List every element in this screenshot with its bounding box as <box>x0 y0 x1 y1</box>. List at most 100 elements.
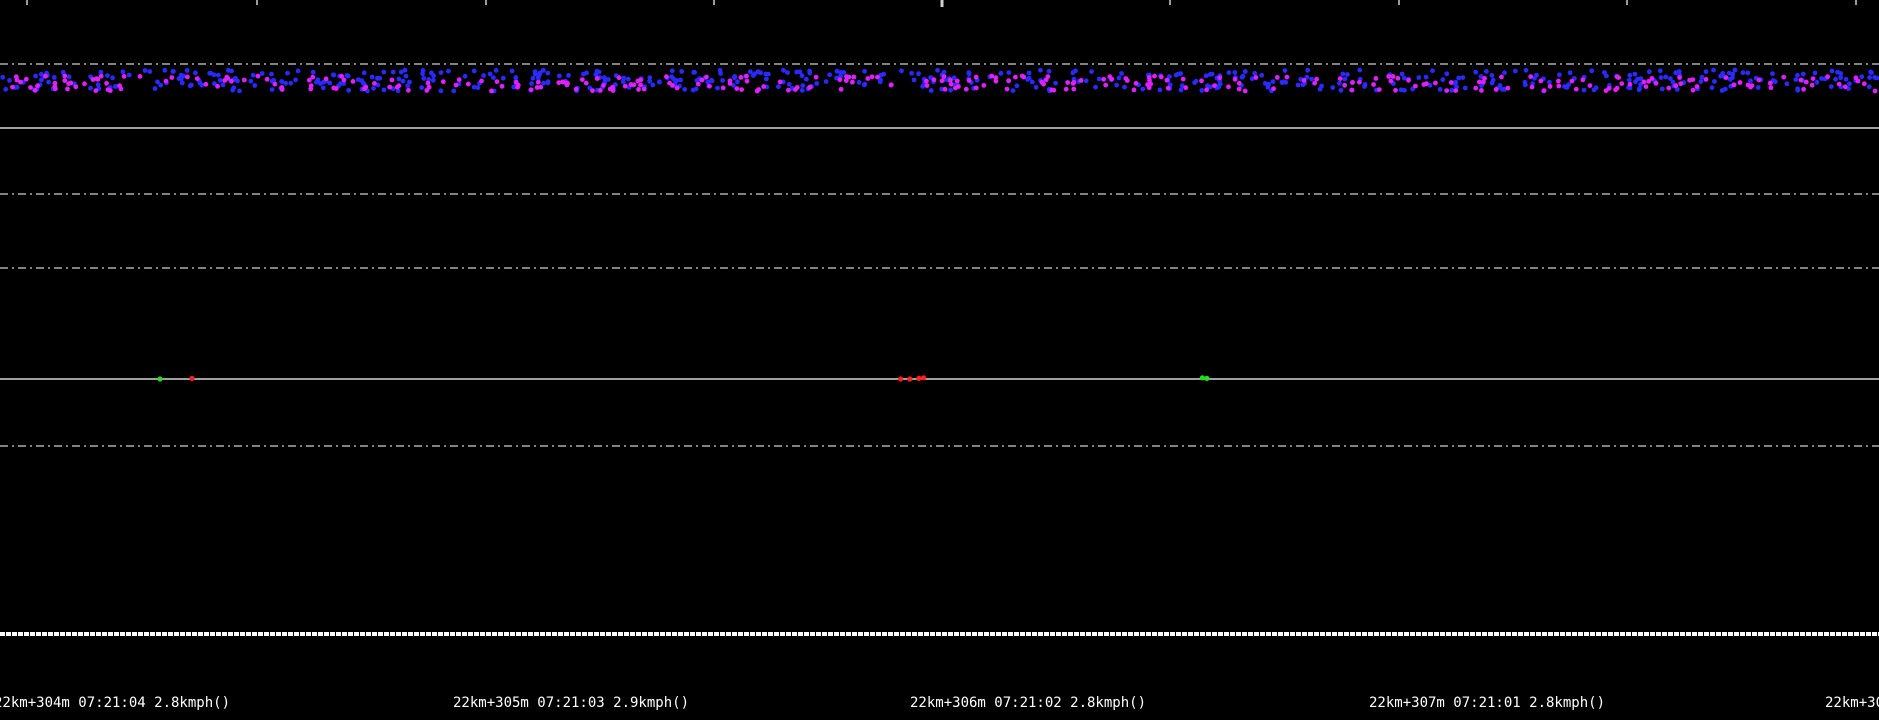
green-point <box>1204 375 1210 381</box>
blue-point <box>966 71 972 77</box>
blue-point <box>1638 76 1644 81</box>
blue-point <box>360 80 366 86</box>
blue-point <box>1089 69 1094 74</box>
magenta-point <box>224 74 230 80</box>
blue-point <box>1053 80 1058 86</box>
blue-point <box>361 70 367 76</box>
magenta-point <box>499 83 505 89</box>
blue-point <box>1193 78 1199 84</box>
magenta-point <box>622 83 628 89</box>
blue-point <box>705 79 711 85</box>
blue-point <box>605 77 611 82</box>
blue-point <box>545 79 551 85</box>
blue-point <box>500 75 506 81</box>
magenta-point <box>479 78 484 84</box>
magenta-point <box>1371 82 1376 87</box>
blue-point <box>419 85 425 90</box>
magenta-point <box>1337 76 1343 81</box>
magenta-point <box>82 81 87 87</box>
blue-point <box>1566 82 1571 88</box>
blue-point <box>1489 80 1495 86</box>
blue-point <box>33 73 38 79</box>
magenta-point <box>107 88 113 93</box>
blue-point <box>1489 73 1495 78</box>
blue-point <box>1593 85 1599 91</box>
magenta-point <box>1421 82 1427 87</box>
magenta-point <box>734 86 740 91</box>
blue-point <box>625 76 631 82</box>
blue-point <box>1726 70 1732 76</box>
magenta-point <box>744 73 749 79</box>
magenta-point <box>121 74 127 79</box>
blue-point <box>1427 82 1433 88</box>
blue-point <box>694 78 700 83</box>
magenta-point <box>306 77 312 83</box>
blue-point <box>271 77 277 83</box>
blue-point <box>259 71 265 76</box>
blue-point <box>1437 87 1443 92</box>
magenta-point <box>339 73 344 79</box>
magenta-point <box>981 83 987 88</box>
magenta-point <box>948 81 954 87</box>
magenta-point <box>1124 78 1130 83</box>
magenta-point <box>738 75 744 80</box>
blue-point <box>785 70 790 75</box>
blue-point <box>1179 83 1185 89</box>
blue-point <box>596 69 602 75</box>
magenta-point <box>744 78 750 84</box>
blue-point <box>1199 88 1205 93</box>
blue-point <box>1252 70 1258 76</box>
magenta-point <box>1164 77 1170 83</box>
magenta-point <box>794 85 800 90</box>
blue-point <box>1282 68 1288 73</box>
magenta-point <box>641 86 647 92</box>
magenta-point <box>1236 86 1242 92</box>
blue-point <box>647 78 652 84</box>
blue-point <box>1456 75 1462 81</box>
blue-point <box>426 77 432 82</box>
magenta-point <box>954 78 960 84</box>
magenta-point <box>1587 83 1593 88</box>
magenta-point <box>638 77 644 83</box>
magenta-point <box>1165 85 1171 91</box>
magenta-point <box>1226 84 1231 90</box>
blue-point <box>369 74 375 80</box>
magenta-point <box>1217 75 1223 81</box>
magenta-point <box>636 87 641 92</box>
magenta-point <box>95 76 101 82</box>
blue-point <box>541 80 546 86</box>
blue-point <box>679 69 685 74</box>
blue-point <box>1668 76 1673 81</box>
magenta-point <box>597 88 603 93</box>
blue-point <box>1814 79 1820 85</box>
magenta-point <box>1756 77 1762 83</box>
magenta-point <box>1745 82 1751 88</box>
blue-point <box>674 78 680 83</box>
blue-point <box>647 75 653 80</box>
magenta-point <box>616 75 622 81</box>
magenta-point <box>1393 87 1398 93</box>
blue-point <box>390 69 396 75</box>
magenta-point <box>308 86 314 92</box>
magenta-point <box>137 74 143 79</box>
blue-point <box>692 69 697 75</box>
blue-point <box>320 85 326 91</box>
blue-point <box>1046 68 1052 74</box>
blue-point <box>1330 85 1336 90</box>
blue-point <box>208 70 214 76</box>
magenta-point <box>1013 74 1018 80</box>
magenta-point <box>1395 75 1401 81</box>
blue-point <box>1444 71 1450 77</box>
blue-point <box>1795 87 1801 93</box>
magenta-point <box>941 74 947 79</box>
blue-point <box>786 82 792 87</box>
blue-point <box>155 79 160 85</box>
blue-point <box>481 73 486 78</box>
blue-point <box>1178 87 1184 93</box>
blue-point <box>1712 79 1717 84</box>
red-point <box>916 375 922 381</box>
blue-point <box>1502 70 1507 76</box>
blue-point <box>1226 70 1232 75</box>
